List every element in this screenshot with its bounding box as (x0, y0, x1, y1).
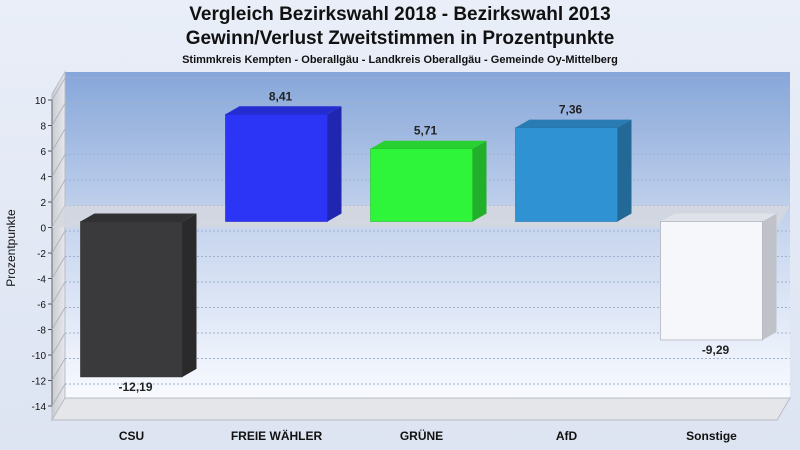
gridline-side (51, 154, 66, 177)
y-tick-label: 0 (40, 224, 46, 235)
y-tick-label: -14 (32, 402, 47, 413)
x-tick-label: FREIE WÄHLER (231, 428, 323, 443)
y-tick-label: -2 (37, 249, 46, 260)
bar-value-label: -12,19 (118, 380, 152, 394)
bar (80, 221, 183, 378)
gridline-side (51, 383, 66, 407)
chart-title: Vergleich Bezirkswahl 2018 - Bezirkswahl… (189, 4, 611, 25)
y-tick-label: 10 (35, 96, 47, 107)
bar-value-label: 7,36 (559, 103, 583, 117)
bar (370, 148, 473, 222)
y-tick-label: 2 (40, 198, 46, 209)
y-tick-label: -10 (32, 351, 47, 362)
y-tick-label: -8 (37, 326, 46, 337)
y-tick-label: -12 (32, 377, 47, 388)
bar-side (762, 213, 777, 340)
x-tick-label: GRÜNE (400, 428, 443, 443)
bar-top (515, 119, 632, 128)
y-tick-label: 4 (40, 173, 46, 184)
bar-value-label: 5,71 (414, 124, 438, 138)
y-tick-label: -6 (37, 300, 46, 311)
bar-value-label: 8,41 (269, 89, 293, 103)
gridline-side (51, 103, 66, 126)
gridline-side (51, 256, 66, 279)
bar-top (660, 213, 777, 222)
bar-side (617, 119, 632, 222)
gridline-side (51, 307, 66, 330)
gridline-side (51, 281, 66, 305)
plot-floor (51, 397, 791, 421)
chart-caption: Stimmkreis Kempten - Oberallgäu - Landkr… (182, 54, 618, 66)
x-tick-label: Sonstige (686, 429, 737, 443)
y-tick-label: 8 (40, 122, 46, 133)
gridline-side (51, 230, 66, 254)
x-tick-label: AfD (556, 429, 578, 443)
chart-subtitle: Gewinn/Verlust Zweitstimmen in Prozentpu… (185, 28, 615, 49)
y-tick-label: -4 (37, 275, 46, 286)
gridline-side (51, 77, 66, 101)
plot-side-wall (51, 70, 66, 422)
gridline-side (51, 332, 66, 356)
bar-side (472, 140, 487, 222)
gridline-side (51, 179, 66, 203)
bar-side (327, 106, 342, 222)
bar-side (182, 213, 197, 377)
bar (225, 113, 328, 222)
gridline-side (51, 358, 66, 381)
y-tick-label: 6 (40, 147, 46, 158)
bar-top (370, 140, 487, 149)
x-tick-label: CSU (119, 429, 144, 443)
bar-top (80, 213, 197, 222)
bar (660, 221, 763, 341)
bar-value-label: -9,29 (702, 343, 730, 357)
bar-top (225, 106, 342, 115)
gridline-side (51, 128, 66, 152)
bar (515, 127, 618, 222)
